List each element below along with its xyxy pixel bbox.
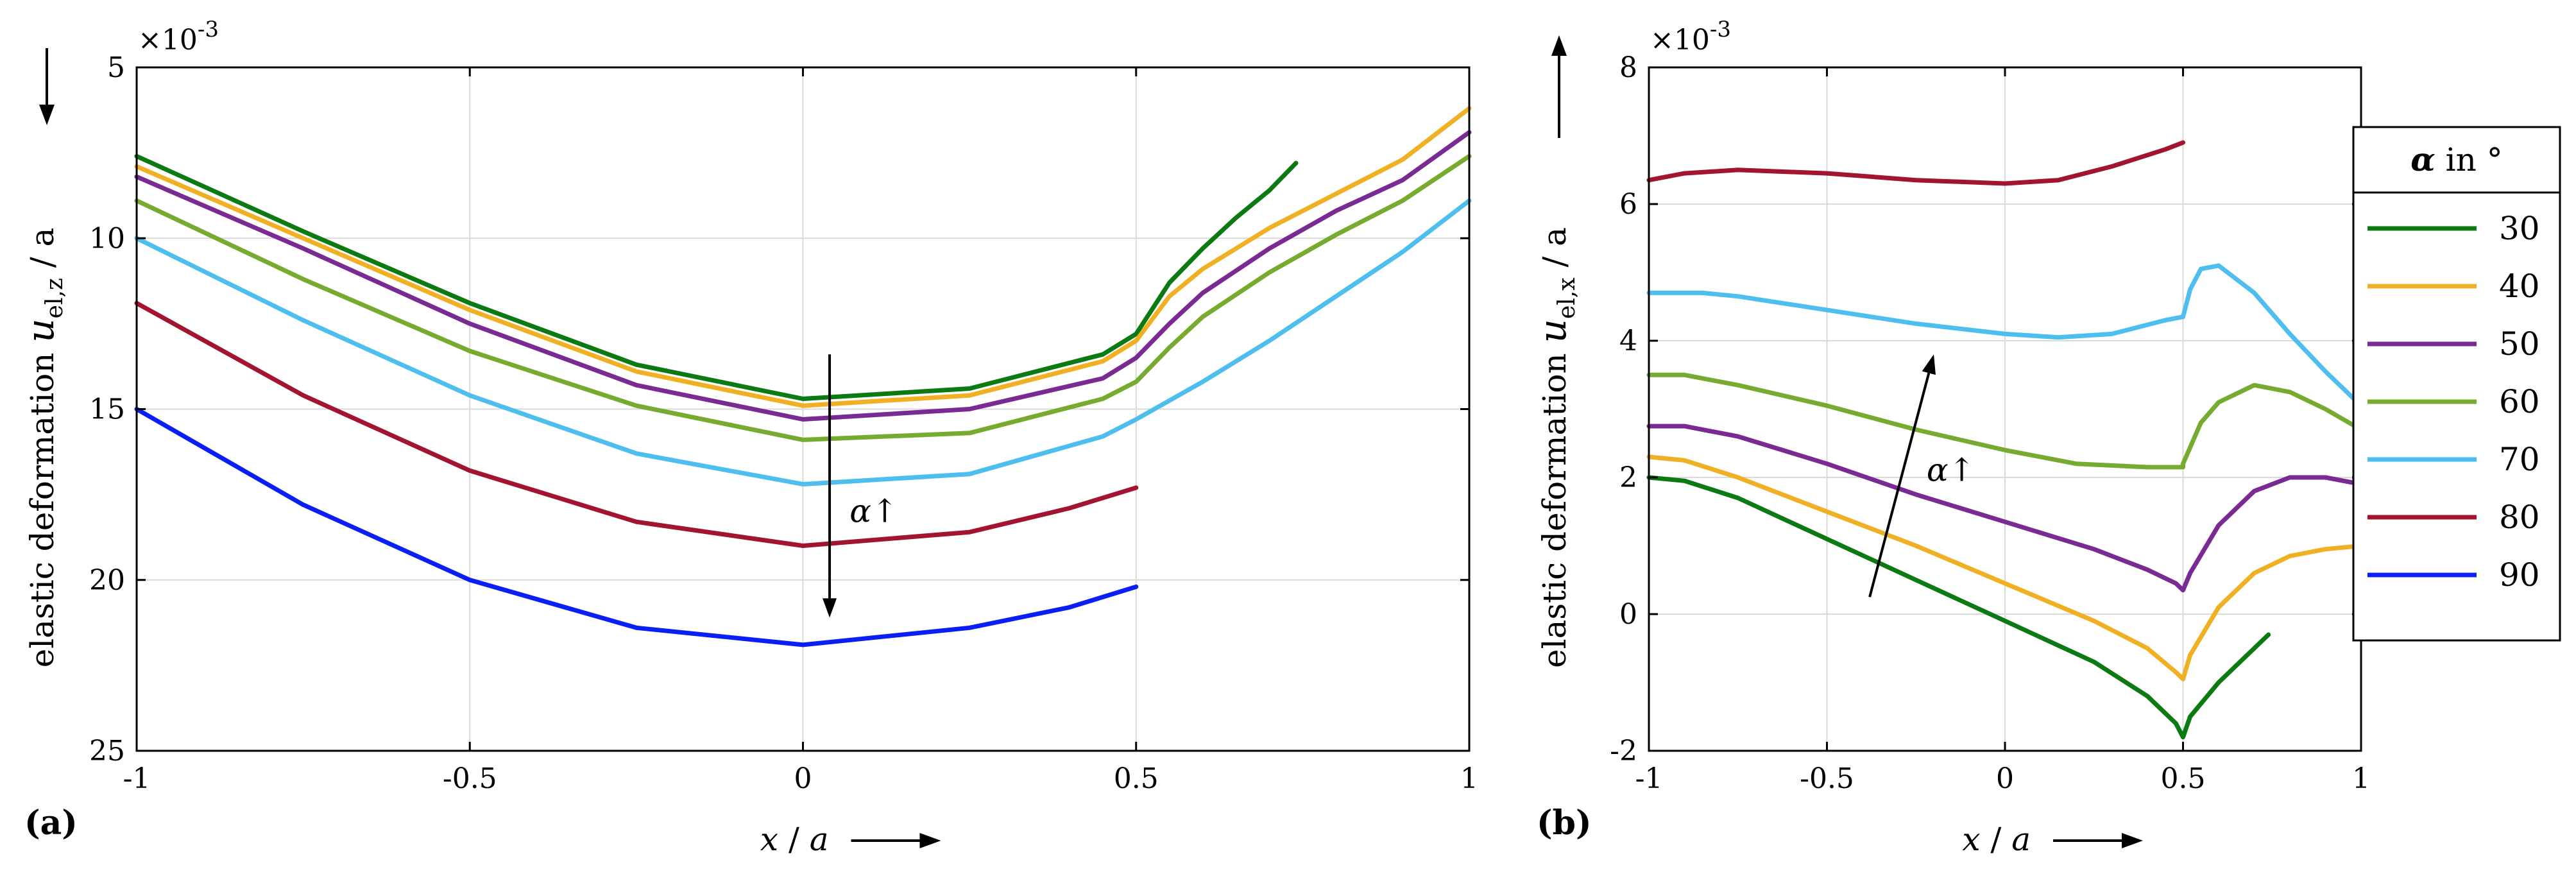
- series-line-60: [134, 153, 1472, 442]
- alpha-annotation: α↑: [849, 492, 898, 529]
- y-tick-label: 0: [1619, 598, 1637, 631]
- legend-title-symbol: α: [2410, 141, 2435, 178]
- series-line-90: [134, 407, 1139, 647]
- y-tick-label: 25: [89, 735, 125, 767]
- exponent-base: ×10: [138, 24, 198, 56]
- series-line-30: [1646, 475, 2271, 740]
- y-axis-label: elastic deformation uel,z / a: [19, 228, 68, 668]
- y-label-unit: / a: [1536, 227, 1573, 277]
- y-tick-label: 5: [107, 51, 125, 84]
- x-tick-label: 1: [1460, 762, 1478, 795]
- y-label-var: u: [1531, 319, 1574, 343]
- y-label-sub: el,z: [42, 278, 68, 318]
- series-line-70: [1646, 263, 2364, 408]
- x-label-sep: /: [778, 821, 810, 858]
- series-line-70: [134, 198, 1472, 487]
- y-tick-label: 6: [1619, 188, 1637, 221]
- y-axis-arrowhead: [1551, 35, 1567, 56]
- x-label-var: x: [1962, 821, 1980, 858]
- x-tick-label: 0.5: [2161, 762, 2206, 795]
- x-axis-label: x / a: [760, 821, 829, 858]
- legend-label-60: 60: [2499, 383, 2540, 420]
- y-label-text: elastic deformation: [1536, 343, 1573, 668]
- x-label-sep: /: [1981, 821, 2012, 858]
- x-axis-label: x / a: [1962, 821, 2031, 858]
- legend-box: [2352, 126, 2561, 642]
- legend-label-70: 70: [2499, 441, 2540, 478]
- alpha-annotation: α↑: [1927, 451, 1975, 488]
- x-tick-label: 0: [1996, 762, 2014, 795]
- x-tick-label: 0.5: [1114, 762, 1159, 795]
- x-axis-arrowhead: [2122, 833, 2143, 848]
- legend-label-50: 50: [2499, 325, 2540, 363]
- x-tick-label: -1: [123, 762, 151, 795]
- legend-label-30: 30: [2499, 210, 2540, 247]
- y-tick-label: 15: [89, 393, 125, 426]
- panel-label: (b): [1537, 803, 1592, 843]
- y-label-unit: / a: [24, 228, 61, 278]
- exponent-power: -3: [1710, 17, 1731, 42]
- legend: α in ° 30 40 50 60 70 80 90: [2352, 126, 2561, 642]
- y-tick-label: 4: [1619, 325, 1637, 357]
- series-line-30: [134, 153, 1299, 401]
- y-label-var: u: [19, 318, 62, 342]
- x-axis-arrowhead: [919, 833, 941, 848]
- y-label-sub: el,x: [1554, 277, 1580, 319]
- y-label-text: elastic deformation: [24, 343, 61, 668]
- series-line-80: [1646, 140, 2185, 186]
- x-tick-label: -1: [1635, 762, 1663, 795]
- x-tick-label: 1: [2352, 762, 2370, 795]
- x-label-var: x: [760, 821, 778, 858]
- x-label-unit: a: [810, 821, 829, 858]
- legend-label-40: 40: [2499, 268, 2540, 305]
- legend-title: α in °: [2410, 141, 2502, 178]
- y-tick-label: 2: [1619, 461, 1637, 494]
- y-tick-label: -2: [1610, 735, 1637, 767]
- y-tick-label: 8: [1619, 51, 1637, 84]
- legend-label-90: 90: [2499, 556, 2540, 594]
- series-line-40: [134, 106, 1472, 408]
- y-tick-label: 20: [89, 564, 125, 597]
- alpha-arrowhead: [1922, 354, 1936, 375]
- series-line-40: [1646, 454, 2364, 681]
- exponent-label: ×10-3: [1650, 17, 1731, 56]
- legend-label-80: 80: [2499, 499, 2540, 536]
- x-tick-label: -0.5: [1800, 762, 1854, 795]
- x-tick-label: 0: [794, 762, 812, 795]
- alpha-arrowhead: [823, 598, 837, 618]
- exponent-power: -3: [198, 17, 219, 42]
- exponent-base: ×10: [1650, 24, 1710, 56]
- y-tick-label: 10: [89, 222, 125, 255]
- exponent-label: ×10-3: [138, 17, 219, 56]
- series-line-50: [1646, 424, 2364, 593]
- alpha-arrow: [1868, 372, 1931, 597]
- series-line-60: [1646, 372, 2364, 470]
- y-axis-arrowhead: [39, 105, 55, 125]
- panel-label: (a): [24, 803, 78, 843]
- x-tick-label: -0.5: [443, 762, 497, 795]
- x-label-unit: a: [2011, 821, 2031, 858]
- series-line-80: [134, 300, 1139, 548]
- y-axis-label: elastic deformation uel,x / a: [1531, 227, 1580, 668]
- legend-title-suffix: in °: [2435, 141, 2503, 178]
- series-line-50: [134, 130, 1472, 422]
